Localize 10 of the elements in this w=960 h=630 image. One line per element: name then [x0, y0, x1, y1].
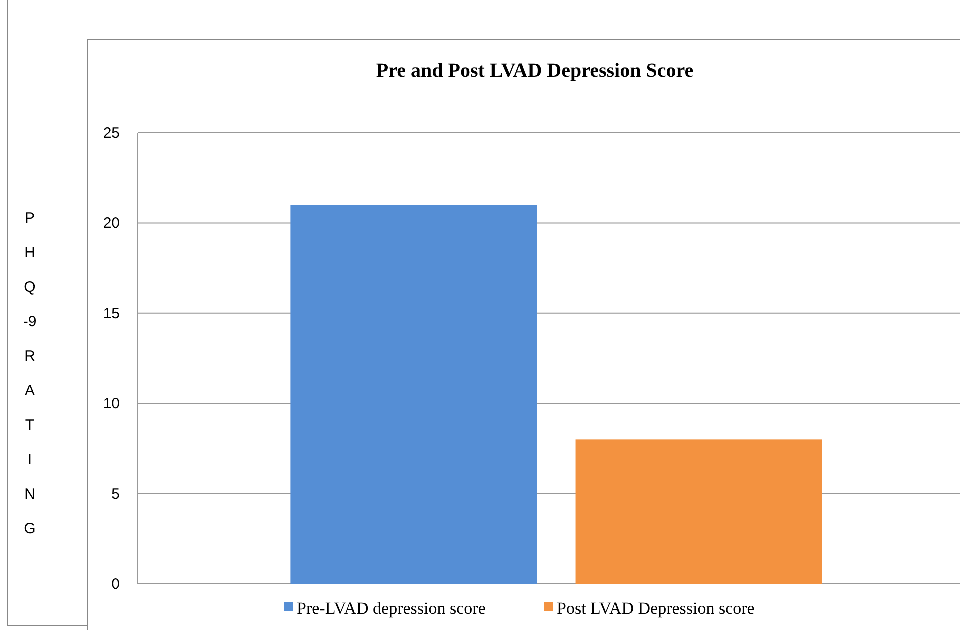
text: PHQ-9 RATING — [23, 210, 37, 538]
chart-title: Pre and Post LVAD Depression Score — [376, 60, 694, 82]
y-tick-label: 5 — [112, 486, 120, 503]
y-tick-label: 10 — [103, 396, 120, 413]
legend-label: Post LVAD Depression score — [557, 599, 755, 618]
y-tick-label: 15 — [103, 305, 120, 322]
y-tick-label: 25 — [103, 125, 120, 142]
y-tick-label: 0 — [112, 576, 120, 593]
y-tick-label: 20 — [103, 215, 120, 232]
legend-label: Pre-LVAD depression score — [297, 599, 486, 618]
